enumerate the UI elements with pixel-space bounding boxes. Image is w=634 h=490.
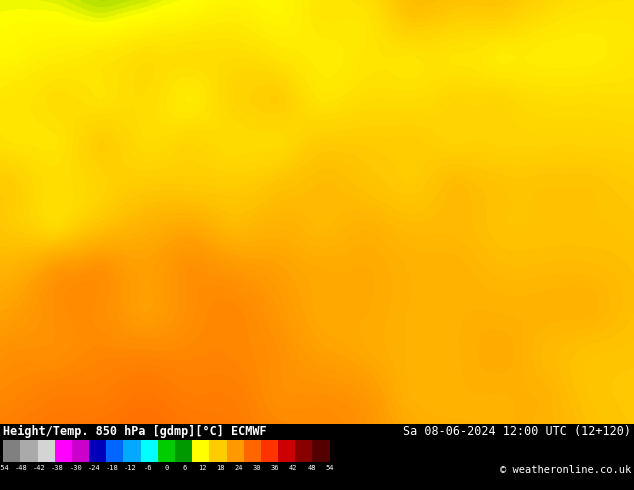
Bar — [209, 440, 226, 462]
Text: -42: -42 — [33, 465, 46, 471]
Text: Sa 08-06-2024 12:00 UTC (12+120): Sa 08-06-2024 12:00 UTC (12+120) — [403, 425, 631, 438]
Bar — [295, 440, 313, 462]
Bar — [55, 440, 72, 462]
Bar — [3, 440, 20, 462]
Bar — [243, 440, 261, 462]
Text: 42: 42 — [289, 465, 297, 471]
Bar — [89, 440, 107, 462]
Bar — [226, 440, 243, 462]
Bar — [141, 440, 158, 462]
Text: -48: -48 — [15, 465, 28, 471]
Text: -38: -38 — [51, 465, 64, 471]
Bar — [107, 440, 124, 462]
Text: 36: 36 — [271, 465, 280, 471]
Bar — [72, 440, 89, 462]
Text: Height/Temp. 850 hPa [gdmp][°C] ECMWF: Height/Temp. 850 hPa [gdmp][°C] ECMWF — [3, 425, 267, 438]
Text: -54: -54 — [0, 465, 10, 471]
Bar — [261, 440, 278, 462]
Text: -30: -30 — [69, 465, 82, 471]
Text: 0: 0 — [164, 465, 169, 471]
Text: 6: 6 — [183, 465, 186, 471]
Bar — [158, 440, 175, 462]
Text: -12: -12 — [124, 465, 136, 471]
Bar — [37, 440, 55, 462]
Bar — [175, 440, 192, 462]
Bar — [124, 440, 141, 462]
Bar — [278, 440, 295, 462]
Text: © weatheronline.co.uk: © weatheronline.co.uk — [500, 465, 631, 475]
Bar — [313, 440, 330, 462]
Text: 48: 48 — [307, 465, 316, 471]
Text: 54: 54 — [325, 465, 334, 471]
Text: 18: 18 — [217, 465, 225, 471]
Text: -18: -18 — [106, 465, 119, 471]
Text: 24: 24 — [235, 465, 243, 471]
Text: -6: -6 — [144, 465, 153, 471]
Text: -24: -24 — [87, 465, 100, 471]
Bar — [20, 440, 37, 462]
Text: 30: 30 — [253, 465, 261, 471]
Bar — [192, 440, 209, 462]
Text: 12: 12 — [198, 465, 207, 471]
